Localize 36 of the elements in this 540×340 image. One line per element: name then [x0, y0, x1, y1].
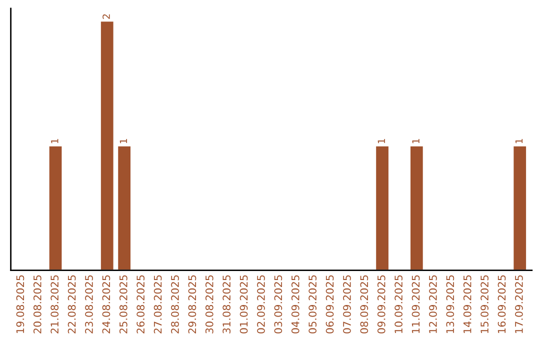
x-tick-label: 08.09.2025 [360, 275, 368, 334]
x-tick-label: 06.09.2025 [326, 275, 334, 334]
x-tick-label: 22.08.2025 [68, 275, 76, 334]
x-tick-label: 28.08.2025 [171, 275, 179, 334]
x-tick-label: 07.09.2025 [343, 275, 351, 334]
x-tick-label: 10.09.2025 [394, 275, 402, 333]
x-tick-label: 20.08.2025 [33, 275, 42, 334]
x-tick-label: 01.09.2025 [240, 275, 248, 334]
x-tick-label: 21.08.2025 [50, 275, 59, 334]
data-label: 2 [102, 14, 110, 19]
data-label: 1 [412, 138, 420, 144]
data-label: 1 [120, 138, 127, 144]
x-tick-label: 16.09.2025 [498, 275, 506, 333]
x-tick-label: 15.09.2025 [480, 275, 488, 333]
x-tick-label: 26.08.2025 [136, 275, 145, 334]
data-label: 1 [51, 138, 58, 144]
x-tick-label: 12.09.2025 [429, 275, 437, 333]
x-tick-label: 05.09.2025 [308, 275, 317, 334]
x-tick-label: 14.09.2025 [463, 275, 472, 333]
x-tick-label: 03.09.2025 [274, 275, 282, 334]
x-tick-label: 24.08.2025 [102, 275, 110, 334]
x-tick-label: 25.08.2025 [119, 275, 128, 334]
x-tick-label: 17.09.2025 [515, 275, 523, 333]
x-tick-label: 11.09.2025 [412, 275, 420, 333]
data-label: 1 [515, 138, 523, 144]
x-tick-label: 27.08.2025 [154, 275, 162, 334]
x-tick-label: 31.08.2025 [222, 275, 231, 334]
x-tick-label: 04.09.2025 [291, 275, 300, 334]
x-tick-label: 30.08.2025 [205, 275, 214, 334]
x-tick-label: 23.08.2025 [85, 275, 93, 334]
x-tick-label: 09.09.2025 [377, 275, 386, 334]
x-tick-label: 02.09.2025 [257, 275, 265, 334]
x-tick-label: 29.08.2025 [188, 275, 196, 334]
x-tick-label: 19.08.2025 [16, 275, 24, 333]
data-label: 1 [378, 138, 385, 144]
x-tick-label: 13.09.2025 [446, 275, 454, 333]
